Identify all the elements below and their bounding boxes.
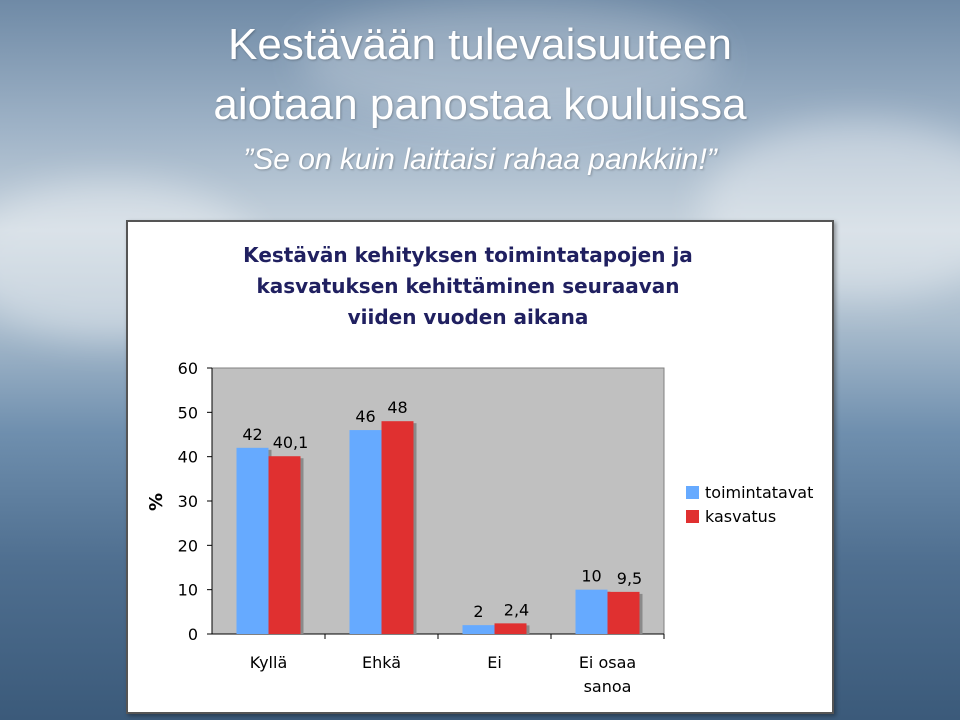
chart-legend: toimintatavat kasvatus — [686, 480, 832, 528]
slide-quote: ”Se on kuin laittaisi rahaa pankkiin!” — [243, 143, 717, 176]
legend-label-kasvatus: kasvatus — [705, 506, 777, 526]
bar-toimintatavat-2 — [349, 430, 382, 634]
y-tick-label: 20 — [178, 536, 198, 555]
bar-kasvatus-1 — [268, 456, 301, 634]
data-label: 40,1 — [273, 433, 309, 452]
bar-kasvatus-4 — [607, 591, 640, 634]
x-tick-label: Ei — [487, 653, 502, 672]
y-axis-label: % — [146, 493, 167, 511]
bar-toimintatavat-1 — [236, 447, 269, 634]
bar-kasvatus-3 — [494, 623, 527, 634]
data-label: 2 — [473, 602, 483, 621]
legend-swatch-kasvatus — [686, 509, 699, 523]
chart-title: Kestävän kehityksen toimintatapojen ja k… — [188, 240, 748, 333]
y-tick-label: 60 — [178, 359, 198, 378]
bar-kasvatus-2 — [381, 421, 414, 634]
y-tick-label: 30 — [178, 492, 198, 511]
legend-item-toimintatavat: toimintatavat — [686, 480, 832, 504]
bar-chart: 0 10 20 30 40 50 60% Kyllä 42 40,1 Ehkä 46 48 Ei 2 2,4 E… — [146, 359, 665, 696]
bar-toimintatavat-4 — [575, 589, 608, 634]
chart-title-line3: viiden vuoden aikana — [347, 305, 589, 329]
x-tick-label: Ehkä — [362, 653, 401, 672]
legend-label-toimintatavat: toimintatavat — [705, 482, 814, 502]
y-tick-label: 0 — [188, 625, 198, 644]
x-tick-label: sanoa — [584, 677, 632, 696]
y-tick-label: 40 — [178, 448, 198, 467]
data-label: 48 — [387, 398, 407, 417]
legend-item-kasvatus: kasvatus — [686, 504, 832, 528]
y-tick-label: 10 — [178, 581, 198, 600]
slide-title-line2: aiotaan panostaa kouluissa — [213, 80, 747, 129]
data-label: 42 — [242, 425, 262, 444]
bar-toimintatavat-3 — [462, 625, 495, 634]
data-label: 10 — [581, 567, 601, 586]
data-label: 46 — [355, 407, 375, 426]
y-tick-label: 50 — [178, 403, 198, 422]
data-label: 9,5 — [617, 569, 642, 588]
chart-title-line1: Kestävän kehityksen toimintatapojen ja — [243, 243, 693, 267]
x-tick-label: Kyllä — [250, 653, 288, 672]
x-tick-label: Ei osaa — [579, 653, 636, 672]
legend-swatch-toimintatavat — [686, 485, 699, 499]
slide-title-line1: Kestävään tulevaisuuteen — [228, 20, 732, 69]
data-label: 2,4 — [504, 600, 529, 619]
chart-title-line2: kasvatuksen kehittäminen seuraavan — [256, 274, 680, 298]
chart-panel: Kestävän kehityksen toimintatapojen ja k… — [126, 220, 834, 714]
